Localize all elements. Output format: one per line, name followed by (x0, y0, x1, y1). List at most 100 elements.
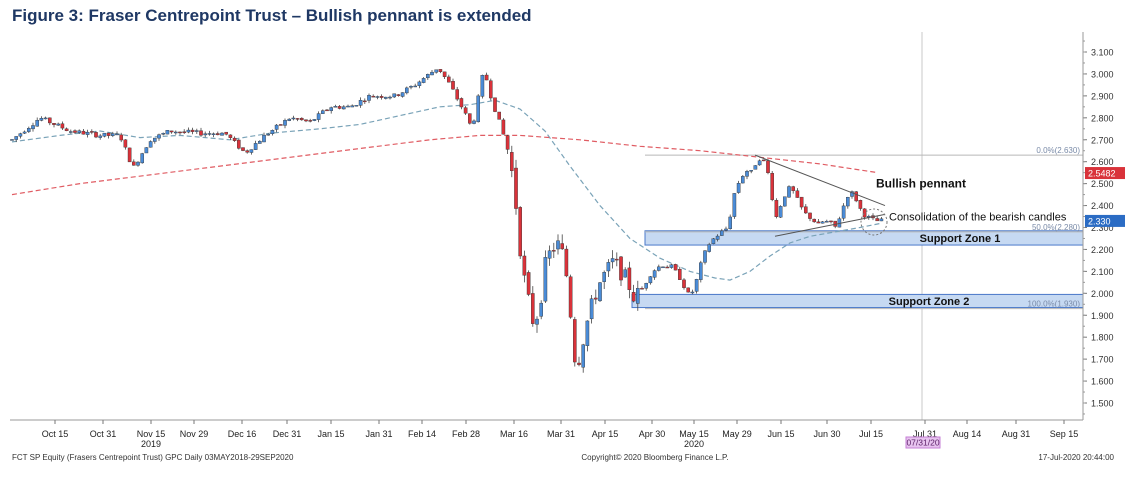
candle-body (367, 95, 371, 101)
candle-body (850, 191, 854, 197)
candle-body (745, 171, 749, 177)
last-price-value: 2.330 (1088, 216, 1111, 226)
x-tick-label: Jan 15 (317, 429, 344, 439)
y-tick-label: 2.700 (1091, 135, 1114, 145)
x-tick-label: Dec 16 (228, 429, 257, 439)
candle-body (472, 120, 476, 124)
candle-body (682, 279, 686, 288)
y-tick-label: 2.500 (1091, 179, 1114, 189)
candle-body (110, 133, 115, 136)
footer-center: Copyright© 2020 Bloomberg Finance L.P. (581, 453, 728, 462)
candle-body (375, 96, 380, 98)
candle-body (342, 106, 346, 110)
axes-layer: 3.100 3.000 2.900 2.800 2.700 2.600 2.500 2.400… (10, 32, 1114, 449)
candle-body (434, 69, 439, 73)
candle-body (690, 291, 695, 294)
candle-body (783, 196, 787, 207)
fib-label: 50.0%(2.280) (1032, 223, 1080, 232)
candle-body (48, 117, 52, 124)
candle-body (77, 130, 81, 133)
candle-body (43, 117, 48, 120)
candle-body (312, 119, 317, 121)
candle-body (665, 266, 669, 269)
year-label: 2020 (684, 439, 704, 449)
candle-body (438, 69, 443, 72)
candle-body (669, 264, 674, 268)
y-tick-label: 2.900 (1091, 91, 1114, 101)
x-tick-label: May 15 (679, 429, 709, 439)
ma-short-line (11, 99, 883, 281)
candle-body (371, 95, 376, 98)
candle-body (22, 131, 27, 134)
candle-body (27, 128, 31, 132)
candle-body (724, 228, 728, 231)
candles-layer (10, 69, 884, 373)
candle-body (56, 123, 60, 126)
candle-body (820, 221, 825, 224)
candle-body (640, 288, 644, 290)
candle-body (224, 131, 229, 135)
date-tag-label: 07/31/20 (906, 438, 939, 448)
candle-body (875, 218, 879, 222)
candle-body (728, 216, 732, 230)
candle-body (329, 107, 334, 111)
candle-body (127, 147, 132, 163)
candle-body (564, 248, 569, 277)
candle-body (304, 119, 308, 122)
candle-body (161, 133, 166, 135)
candle-body (694, 279, 699, 292)
candle-body (648, 276, 653, 284)
x-tick-label: Jul 15 (859, 429, 883, 439)
y-tick-label: 3.100 (1091, 48, 1114, 58)
x-tick-label: Mar 16 (500, 429, 528, 439)
candle-body (346, 105, 350, 108)
candle-body (673, 264, 678, 271)
candle-body (35, 120, 39, 127)
candle-body (623, 269, 627, 278)
candle-body (358, 100, 363, 106)
candle-body (89, 131, 94, 133)
candle-body (39, 117, 44, 121)
candle-body (354, 105, 359, 107)
candle-body (10, 139, 14, 141)
pennant-layer (754, 154, 888, 237)
candle-body (300, 117, 304, 121)
y-tick-label: 1.600 (1091, 377, 1114, 387)
candle-body (711, 238, 716, 244)
candle-body (215, 133, 220, 136)
candle-body (493, 97, 497, 112)
candle-body (232, 137, 237, 141)
candle-body (497, 111, 502, 120)
candle-body (115, 133, 119, 136)
candle-body (699, 262, 703, 280)
x-tick-label: Jan 31 (365, 429, 392, 439)
candle-body (136, 161, 140, 166)
footer-right: 17-Jul-2020 20:44:00 (1038, 453, 1114, 462)
candle-body (236, 139, 241, 149)
candle-body (778, 206, 783, 218)
candle-body (409, 86, 413, 88)
candle-body (577, 362, 581, 365)
candle-body (480, 75, 485, 97)
candle-body (384, 96, 388, 99)
candle-body (144, 147, 149, 154)
candle-body (68, 131, 73, 133)
ma-long-price-tag (1085, 167, 1125, 180)
candle-body (421, 78, 426, 83)
candle-body (73, 130, 77, 133)
candle-body (190, 129, 195, 132)
candle-body (829, 220, 833, 223)
candle-body (615, 258, 619, 261)
x-tick-label: Nov 29 (180, 429, 209, 439)
candle-body (589, 298, 594, 320)
labels-layer: Bullish pennant Consolidation of the bear… (12, 167, 1125, 462)
moving-averages-layer (11, 99, 883, 281)
candle-body (816, 221, 821, 224)
y-tick-label: 2.000 (1091, 289, 1114, 299)
candle-body (568, 276, 573, 318)
year-label: 2019 (141, 439, 161, 449)
candle-body (291, 117, 296, 120)
candle-body (325, 109, 329, 112)
pennant-lower-line (774, 213, 886, 237)
fib-label: 0.0%(2.630) (1036, 146, 1080, 155)
